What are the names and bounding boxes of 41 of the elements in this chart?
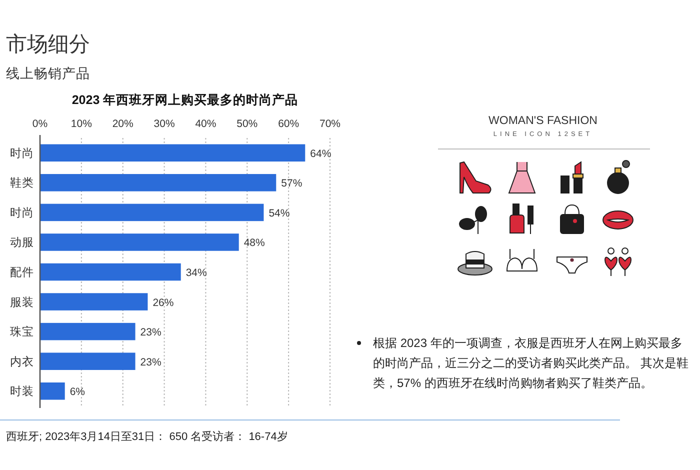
x-tick-label: 30% (154, 118, 175, 130)
data-label: 6% (70, 386, 86, 398)
text: 西班牙; 2023年3月14日至31日： 650 名受访者： 16-74岁 (6, 430, 288, 443)
bar (40, 234, 239, 251)
x-tick-label: 50% (236, 118, 258, 130)
bar (40, 382, 65, 400)
x-tick-label: 0% (32, 118, 48, 130)
y-tick-label: 内衣 (10, 354, 34, 368)
text: 线上畅销产品 (6, 66, 90, 81)
bar (40, 322, 136, 340)
x-tick-label: 40% (195, 118, 216, 130)
data-label: 34% (186, 267, 207, 279)
bar (40, 204, 264, 222)
bar (40, 293, 148, 310)
bar (40, 144, 306, 162)
data-label: 23% (140, 356, 162, 368)
y-tick-label: 珠宝 (10, 324, 34, 339)
data-label: 57% (281, 178, 302, 190)
data-label: 26% (152, 296, 174, 309)
data-label: 54% (268, 207, 290, 220)
bar (40, 263, 181, 281)
y-tick-label: 配件 (10, 266, 34, 279)
text: 市场细分 (6, 33, 90, 56)
data-label: 48% (244, 237, 265, 250)
note: 根据 2023 年的一项调查，衣服是西班牙人在网上购买最多的时尚产品，近三分之二的受访者购买此类产品。 其次是鞋类，57% 的西班牙在线时尚购物者购买了鞋类产品。 (357, 336, 688, 390)
chart-title: 2023 年西班牙网上购买最多的时尚产品 (72, 92, 298, 107)
y-tick-label: 时尚 (10, 206, 34, 220)
x-tick-label: 70% (319, 118, 341, 130)
data-label: 23% (140, 326, 162, 339)
data-label: 64% (310, 148, 332, 160)
y-tick-label: 时装 (10, 385, 34, 398)
y-tick-label: 服装 (10, 296, 34, 309)
text: WOMAN'S FASHION (488, 115, 598, 127)
x-tick-label: 60% (278, 118, 300, 130)
y-tick-label: 动服 (10, 236, 34, 250)
x-tick-label: 20% (112, 118, 134, 130)
y-tick-label: 鞋类 (10, 176, 34, 190)
bar (40, 174, 276, 192)
y-tick-label: 时尚 (10, 146, 34, 160)
bar (40, 352, 136, 370)
x-tick-label: 10% (70, 118, 92, 130)
